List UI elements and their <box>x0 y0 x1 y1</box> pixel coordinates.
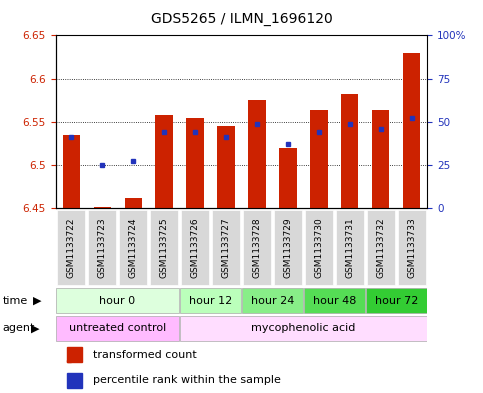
FancyBboxPatch shape <box>180 288 241 313</box>
Text: hour 48: hour 48 <box>313 296 356 306</box>
FancyBboxPatch shape <box>56 316 179 341</box>
Text: GDS5265 / ILMN_1696120: GDS5265 / ILMN_1696120 <box>151 11 332 26</box>
Bar <box>186 118 203 208</box>
Bar <box>311 110 327 208</box>
FancyBboxPatch shape <box>242 288 303 313</box>
FancyBboxPatch shape <box>366 288 427 313</box>
Text: GSM1133725: GSM1133725 <box>159 217 169 278</box>
Text: transformed count: transformed count <box>93 350 197 360</box>
FancyBboxPatch shape <box>88 210 116 285</box>
Bar <box>217 126 235 208</box>
Bar <box>280 148 297 208</box>
Text: time: time <box>2 296 28 306</box>
Bar <box>67 360 71 362</box>
Text: GSM1133726: GSM1133726 <box>190 217 199 278</box>
Text: hour 24: hour 24 <box>251 296 294 306</box>
Bar <box>156 115 172 208</box>
FancyBboxPatch shape <box>305 210 333 285</box>
FancyBboxPatch shape <box>304 288 365 313</box>
Text: GSM1133728: GSM1133728 <box>253 217 261 278</box>
Bar <box>403 53 421 208</box>
Bar <box>125 198 142 208</box>
FancyBboxPatch shape <box>274 210 302 285</box>
Text: percentile rank within the sample: percentile rank within the sample <box>93 375 281 385</box>
Text: ▶: ▶ <box>31 323 40 333</box>
FancyBboxPatch shape <box>57 210 85 285</box>
Bar <box>372 110 389 208</box>
Text: hour 0: hour 0 <box>99 296 136 306</box>
FancyBboxPatch shape <box>212 210 240 285</box>
Text: hour 72: hour 72 <box>375 296 418 306</box>
Text: GSM1133730: GSM1133730 <box>314 217 324 278</box>
Bar <box>248 100 266 208</box>
Text: GSM1133724: GSM1133724 <box>128 217 138 278</box>
Text: ▶: ▶ <box>33 296 42 306</box>
Text: GSM1133723: GSM1133723 <box>98 217 107 278</box>
Text: GSM1133729: GSM1133729 <box>284 217 293 278</box>
Text: agent: agent <box>2 323 35 333</box>
FancyBboxPatch shape <box>150 210 178 285</box>
Bar <box>67 373 82 388</box>
FancyBboxPatch shape <box>180 316 427 341</box>
FancyBboxPatch shape <box>119 210 147 285</box>
Text: GSM1133727: GSM1133727 <box>222 217 230 278</box>
FancyBboxPatch shape <box>243 210 271 285</box>
Text: GSM1133732: GSM1133732 <box>376 217 385 278</box>
FancyBboxPatch shape <box>56 288 179 313</box>
FancyBboxPatch shape <box>398 210 426 285</box>
Text: GSM1133733: GSM1133733 <box>408 217 416 278</box>
Bar <box>341 94 358 208</box>
Bar <box>94 207 111 208</box>
Bar <box>62 135 80 208</box>
Text: hour 12: hour 12 <box>189 296 232 306</box>
Text: mycophenolic acid: mycophenolic acid <box>251 323 355 333</box>
FancyBboxPatch shape <box>367 210 395 285</box>
FancyBboxPatch shape <box>181 210 209 285</box>
FancyBboxPatch shape <box>336 210 364 285</box>
Bar <box>67 347 82 362</box>
Text: GSM1133722: GSM1133722 <box>67 217 75 278</box>
Text: GSM1133731: GSM1133731 <box>345 217 355 278</box>
Text: untreated control: untreated control <box>69 323 166 333</box>
